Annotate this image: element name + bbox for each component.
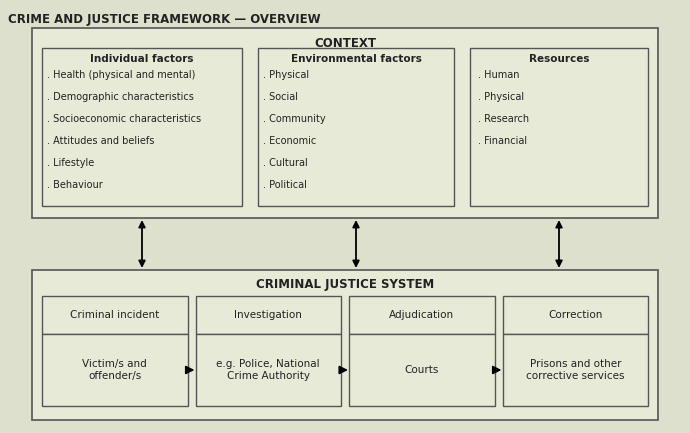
- Text: . Cultural: . Cultural: [263, 158, 308, 168]
- Text: Criminal incident: Criminal incident: [70, 310, 159, 320]
- Bar: [195, 296, 341, 334]
- Text: Prisons and other
corrective services: Prisons and other corrective services: [526, 359, 624, 381]
- Text: . Human: . Human: [478, 70, 520, 80]
- Text: Victim/s and
offender/s: Victim/s and offender/s: [82, 359, 147, 381]
- Text: . Lifestyle: . Lifestyle: [47, 158, 95, 168]
- Text: . Demographic characteristics: . Demographic characteristics: [47, 92, 194, 102]
- Text: Environmental factors: Environmental factors: [290, 54, 422, 64]
- Text: . Community: . Community: [263, 114, 326, 124]
- Text: Investigation: Investigation: [235, 310, 302, 320]
- FancyArrowPatch shape: [556, 222, 562, 266]
- Text: e.g. Police, National
Crime Authority: e.g. Police, National Crime Authority: [217, 359, 320, 381]
- Text: CONTEXT: CONTEXT: [314, 37, 376, 50]
- Text: CRIMINAL JUSTICE SYSTEM: CRIMINAL JUSTICE SYSTEM: [256, 278, 434, 291]
- Bar: [195, 334, 341, 406]
- FancyArrowPatch shape: [186, 367, 193, 373]
- Text: Correction: Correction: [548, 310, 602, 320]
- Text: . Socioeconomic characteristics: . Socioeconomic characteristics: [47, 114, 201, 124]
- Bar: [258, 48, 454, 206]
- FancyArrowPatch shape: [339, 367, 346, 373]
- Text: . Social: . Social: [263, 92, 298, 102]
- FancyArrowPatch shape: [353, 222, 359, 266]
- Bar: [502, 296, 648, 334]
- Text: . Economic: . Economic: [263, 136, 316, 146]
- Bar: [32, 270, 658, 420]
- Bar: [470, 48, 648, 206]
- Bar: [42, 334, 188, 406]
- Bar: [349, 296, 495, 334]
- Text: . Health (physical and mental): . Health (physical and mental): [47, 70, 195, 80]
- Bar: [502, 334, 648, 406]
- Text: . Political: . Political: [263, 180, 307, 190]
- FancyArrowPatch shape: [139, 222, 145, 266]
- Text: . Physical: . Physical: [478, 92, 524, 102]
- FancyArrowPatch shape: [493, 367, 500, 373]
- Text: Courts: Courts: [404, 365, 439, 375]
- Text: Individual factors: Individual factors: [90, 54, 194, 64]
- Text: Resources: Resources: [529, 54, 589, 64]
- Bar: [32, 28, 658, 218]
- Text: . Behaviour: . Behaviour: [47, 180, 103, 190]
- Text: Adjudication: Adjudication: [389, 310, 454, 320]
- Text: . Attitudes and beliefs: . Attitudes and beliefs: [47, 136, 155, 146]
- Text: CRIME AND JUSTICE FRAMEWORK — OVERVIEW: CRIME AND JUSTICE FRAMEWORK — OVERVIEW: [8, 13, 321, 26]
- Bar: [349, 334, 495, 406]
- Text: . Physical: . Physical: [263, 70, 309, 80]
- Text: . Financial: . Financial: [478, 136, 527, 146]
- Bar: [42, 48, 242, 206]
- Bar: [42, 296, 188, 334]
- Text: . Research: . Research: [478, 114, 529, 124]
